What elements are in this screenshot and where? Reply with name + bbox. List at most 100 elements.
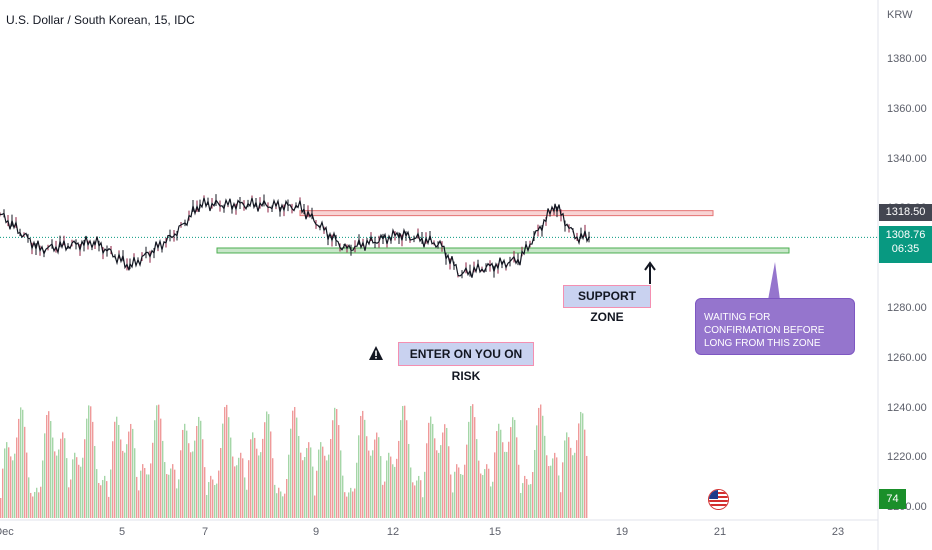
volume-bar xyxy=(342,475,344,518)
volume-bar xyxy=(250,439,252,518)
volume-bar xyxy=(50,421,52,518)
volume-bar xyxy=(242,458,244,518)
volume-bar xyxy=(482,475,484,518)
volume-bar xyxy=(70,479,72,518)
volume-bar xyxy=(134,448,136,518)
resistance-zone xyxy=(299,210,714,217)
volume-bar xyxy=(220,447,222,518)
volume-bar xyxy=(580,411,582,518)
volume-bar xyxy=(478,460,480,518)
confirmation-callout[interactable]: WAITING FOR CONFIRMATION BEFORE LONG FRO… xyxy=(695,298,855,355)
volume-bar xyxy=(258,455,260,518)
price-tick-label: 1280.00 xyxy=(887,302,927,314)
volume-badge: 74 xyxy=(879,489,906,509)
volume-bar xyxy=(112,441,114,518)
volume-bar xyxy=(468,421,470,518)
volume-bar xyxy=(426,443,428,518)
volume-bar xyxy=(556,457,558,518)
volume-bar xyxy=(164,462,166,518)
volume-bar xyxy=(56,455,58,518)
volume-bar xyxy=(4,448,6,518)
volume-bar xyxy=(158,404,160,518)
bar-countdown: 06:35 xyxy=(891,243,920,255)
volume-bar xyxy=(522,483,524,518)
volume-bar xyxy=(264,422,266,518)
volume-bar xyxy=(116,416,118,518)
resistance-price-tag: 1318.50 xyxy=(879,204,932,221)
volume-bar xyxy=(566,432,568,518)
volume-bar xyxy=(142,464,144,518)
volume-bar xyxy=(542,415,544,518)
volume-bar xyxy=(536,425,538,518)
volume-bar xyxy=(330,438,332,518)
volume-bar xyxy=(224,407,226,518)
volume-bar xyxy=(352,491,354,518)
volume-bar xyxy=(486,464,488,518)
volume-bar xyxy=(456,464,458,518)
volume-bar xyxy=(370,455,372,518)
volume-bar xyxy=(62,432,64,518)
volume-bar xyxy=(378,437,380,518)
volume-bar xyxy=(372,450,374,518)
volume-bar xyxy=(334,407,336,518)
volume-bar xyxy=(286,479,288,518)
volume-bar xyxy=(146,474,148,518)
volume-bar xyxy=(74,452,76,518)
volume-bar xyxy=(362,410,364,518)
volume-bar xyxy=(2,468,4,518)
volume-bar xyxy=(582,413,584,518)
last-price-tag: 1308.76 06:35 xyxy=(879,226,932,263)
volume-bar xyxy=(450,474,452,518)
volume-bar xyxy=(270,431,272,518)
volume-bar xyxy=(230,437,232,518)
volume-bar xyxy=(306,448,308,518)
volume-bar xyxy=(552,458,554,518)
volume-bar xyxy=(198,416,200,518)
time-tick-label: 23 xyxy=(831,526,845,538)
volume-bar xyxy=(214,485,216,518)
volume-bar xyxy=(568,437,570,518)
volume-bar xyxy=(170,468,172,518)
volume-bar xyxy=(550,465,552,518)
volume-bar xyxy=(344,492,346,518)
volume-bar xyxy=(178,479,180,518)
volume-bar xyxy=(124,452,126,518)
volume-bar xyxy=(408,443,410,518)
volume-bar xyxy=(148,474,150,518)
volume-bar xyxy=(292,410,294,518)
volume-bar xyxy=(126,444,128,518)
volume-bar xyxy=(382,484,384,518)
volume-bar xyxy=(316,470,318,518)
risk-label[interactable]: ENTER ON YOU ON RISK xyxy=(398,342,534,383)
volume-bar xyxy=(510,427,512,518)
volume-bar xyxy=(540,404,542,518)
volume-bar xyxy=(484,469,486,518)
volume-bar xyxy=(276,493,278,518)
warning-triangle-icon xyxy=(368,345,384,361)
volume-bar xyxy=(440,445,442,518)
volume-bar xyxy=(268,414,270,518)
volume-bar xyxy=(162,440,164,518)
volume-bar xyxy=(572,455,574,518)
volume-bar xyxy=(236,465,238,518)
volume-bar xyxy=(66,458,68,518)
volume-bar xyxy=(328,454,330,518)
support-zone-label[interactable]: SUPPORT ZONE xyxy=(563,285,651,324)
volume-bar xyxy=(184,423,186,518)
volume-bar xyxy=(396,458,398,518)
volume-bar xyxy=(498,423,500,518)
volume-bar xyxy=(80,466,82,518)
volume-bar xyxy=(476,439,478,518)
volume-bar xyxy=(46,414,48,518)
volume-bar xyxy=(442,432,444,518)
volume-bar xyxy=(538,407,540,518)
volume-bar xyxy=(436,450,438,518)
volume-bar xyxy=(118,424,120,518)
volume-bar xyxy=(574,452,576,518)
volume-bar xyxy=(216,483,218,518)
us-flag-event-icon[interactable] xyxy=(708,489,729,510)
volume-bar xyxy=(152,442,154,518)
volume-bar xyxy=(52,437,54,518)
